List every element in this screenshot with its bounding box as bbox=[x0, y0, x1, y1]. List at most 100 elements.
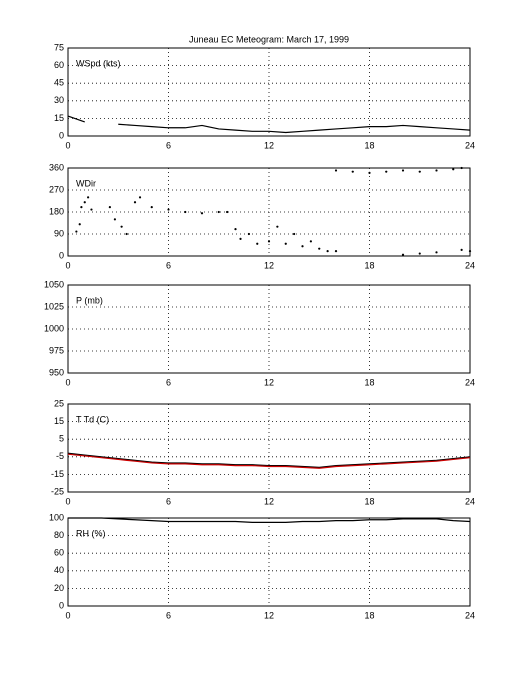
plot-frame bbox=[67, 47, 471, 137]
x-tick-label: 24 bbox=[465, 260, 475, 270]
point bbox=[234, 228, 237, 231]
point bbox=[418, 252, 421, 255]
y-tick-label: 950 bbox=[49, 367, 64, 377]
point bbox=[284, 242, 287, 245]
plot-frame bbox=[67, 284, 471, 374]
y-tick-label: 180 bbox=[49, 206, 64, 216]
x-tick-label: 12 bbox=[264, 496, 274, 506]
series-line bbox=[67, 115, 471, 134]
panel-label: T Td (C) bbox=[76, 414, 109, 424]
x-tick-label: 6 bbox=[166, 496, 171, 506]
y-tick-label: 30 bbox=[54, 95, 64, 105]
y-tick-label: 1050 bbox=[44, 279, 64, 289]
point bbox=[90, 208, 93, 211]
point bbox=[326, 250, 329, 253]
x-tick-label: 18 bbox=[364, 496, 374, 506]
y-tick-label: 5 bbox=[59, 434, 64, 444]
x-tick-label: 6 bbox=[166, 610, 171, 620]
x-tick-label: 24 bbox=[465, 140, 475, 150]
x-tick-label: 6 bbox=[166, 260, 171, 270]
x-tick-label: 18 bbox=[364, 377, 374, 387]
y-tick-label: 25 bbox=[54, 398, 64, 408]
point bbox=[351, 170, 354, 173]
point bbox=[460, 166, 463, 170]
x-tick-label: 18 bbox=[364, 140, 374, 150]
x-tick-label: 12 bbox=[264, 377, 274, 387]
point bbox=[267, 240, 271, 243]
y-tick-label: 15 bbox=[54, 113, 64, 123]
point bbox=[75, 230, 78, 233]
point bbox=[309, 240, 312, 243]
point bbox=[276, 225, 279, 228]
series-line bbox=[67, 452, 471, 468]
point bbox=[334, 169, 338, 172]
point bbox=[87, 196, 90, 199]
y-tick-label: 0 bbox=[59, 250, 64, 260]
y-tick-label: 270 bbox=[49, 184, 64, 194]
plot-frame bbox=[67, 517, 471, 607]
x-tick-label: 0 bbox=[65, 377, 70, 387]
point bbox=[200, 212, 204, 215]
point bbox=[184, 210, 187, 214]
point bbox=[318, 247, 321, 250]
y-tick-label: 0 bbox=[59, 130, 64, 140]
y-tick-label: 60 bbox=[54, 60, 64, 70]
chart-title: Juneau EC Meteogram: March 17, 1999 bbox=[189, 34, 349, 44]
point bbox=[435, 169, 438, 172]
y-tick-label: 360 bbox=[49, 162, 64, 172]
point bbox=[418, 170, 421, 173]
point bbox=[138, 196, 142, 199]
point bbox=[83, 201, 86, 204]
y-tick-label: 60 bbox=[54, 548, 64, 558]
x-tick-label: 0 bbox=[65, 140, 70, 150]
x-tick-label: 18 bbox=[364, 610, 374, 620]
x-tick-label: 12 bbox=[264, 610, 274, 620]
y-tick-label: 90 bbox=[54, 228, 64, 238]
point bbox=[113, 218, 116, 221]
x-tick-label: 0 bbox=[65, 496, 70, 506]
x-tick-label: 12 bbox=[264, 260, 274, 270]
y-tick-label: 975 bbox=[49, 345, 64, 355]
point bbox=[401, 169, 405, 172]
point bbox=[460, 248, 463, 251]
x-tick-label: 24 bbox=[465, 496, 475, 506]
point bbox=[468, 250, 472, 253]
panel-label: P (mb) bbox=[76, 295, 103, 305]
point bbox=[108, 206, 111, 209]
x-tick-label: 24 bbox=[465, 610, 475, 620]
x-tick-label: 0 bbox=[65, 260, 70, 270]
point bbox=[217, 210, 220, 214]
x-tick-label: 24 bbox=[465, 377, 475, 387]
point bbox=[256, 242, 259, 245]
point bbox=[167, 208, 170, 211]
point bbox=[78, 223, 81, 226]
y-tick-label: 1025 bbox=[44, 301, 64, 311]
y-tick-label: 15 bbox=[54, 416, 64, 426]
panel-label: WSpd (kts) bbox=[76, 58, 121, 68]
y-tick-label: 20 bbox=[54, 583, 64, 593]
point bbox=[301, 245, 304, 248]
y-tick-label: -5 bbox=[56, 451, 64, 461]
plot-frame bbox=[67, 403, 471, 493]
y-tick-label: 100 bbox=[49, 512, 64, 522]
point bbox=[435, 251, 438, 254]
point bbox=[385, 170, 388, 173]
point bbox=[452, 168, 455, 171]
panel-label: WDir bbox=[76, 178, 96, 188]
point bbox=[120, 225, 123, 228]
x-tick-label: 18 bbox=[364, 260, 374, 270]
y-tick-label: 0 bbox=[59, 600, 64, 610]
y-tick-label: 45 bbox=[54, 78, 64, 88]
y-tick-label: 40 bbox=[54, 565, 64, 575]
x-tick-label: 6 bbox=[166, 377, 171, 387]
x-tick-label: 6 bbox=[166, 140, 171, 150]
y-tick-label: 80 bbox=[54, 530, 64, 540]
series-line bbox=[67, 453, 471, 469]
panel-label: RH (%) bbox=[76, 528, 106, 538]
x-tick-label: 12 bbox=[264, 140, 274, 150]
point bbox=[239, 237, 242, 240]
point bbox=[226, 210, 229, 214]
